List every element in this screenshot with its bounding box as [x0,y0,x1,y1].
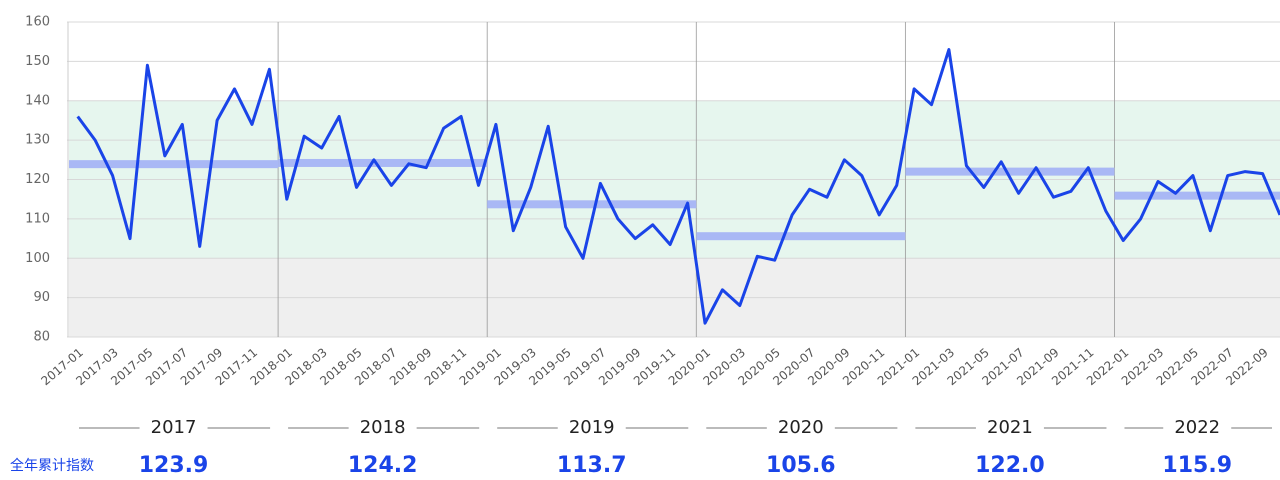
annual-value: 122.0 [975,453,1045,478]
annual-value: 124.2 [348,453,418,478]
y-tick-label: 120 [25,172,50,187]
annual-value: 115.9 [1162,453,1232,478]
y-tick-label: 150 [25,54,50,69]
annual-bar [278,158,488,167]
annual-bar [696,232,906,241]
annual-bar [1114,191,1280,200]
y-tick-label: 90 [33,290,50,305]
y-tick-label: 100 [25,251,50,266]
annual-value: 123.9 [139,453,209,478]
annual-bar [69,160,279,169]
y-tick-label: 80 [33,330,50,345]
annual-value: 105.6 [766,453,836,478]
y-tick-label: 160 [25,15,50,30]
data-line [76,48,1280,325]
annual-bar [905,167,1115,176]
y-tick-label: 130 [25,133,50,148]
annual-value: 113.7 [557,453,627,478]
year-label: 2017 [151,417,197,438]
y-tick-label: 140 [25,93,50,108]
y-tick-label: 110 [25,211,50,226]
year-label: 2018 [360,417,406,438]
year-label: 2022 [1174,417,1220,438]
annual-caption: 全年累计指数 [10,457,94,474]
year-label: 2019 [569,417,615,438]
annual-bar [487,200,697,209]
year-label: 2020 [778,417,824,438]
year-label: 2021 [987,417,1033,438]
